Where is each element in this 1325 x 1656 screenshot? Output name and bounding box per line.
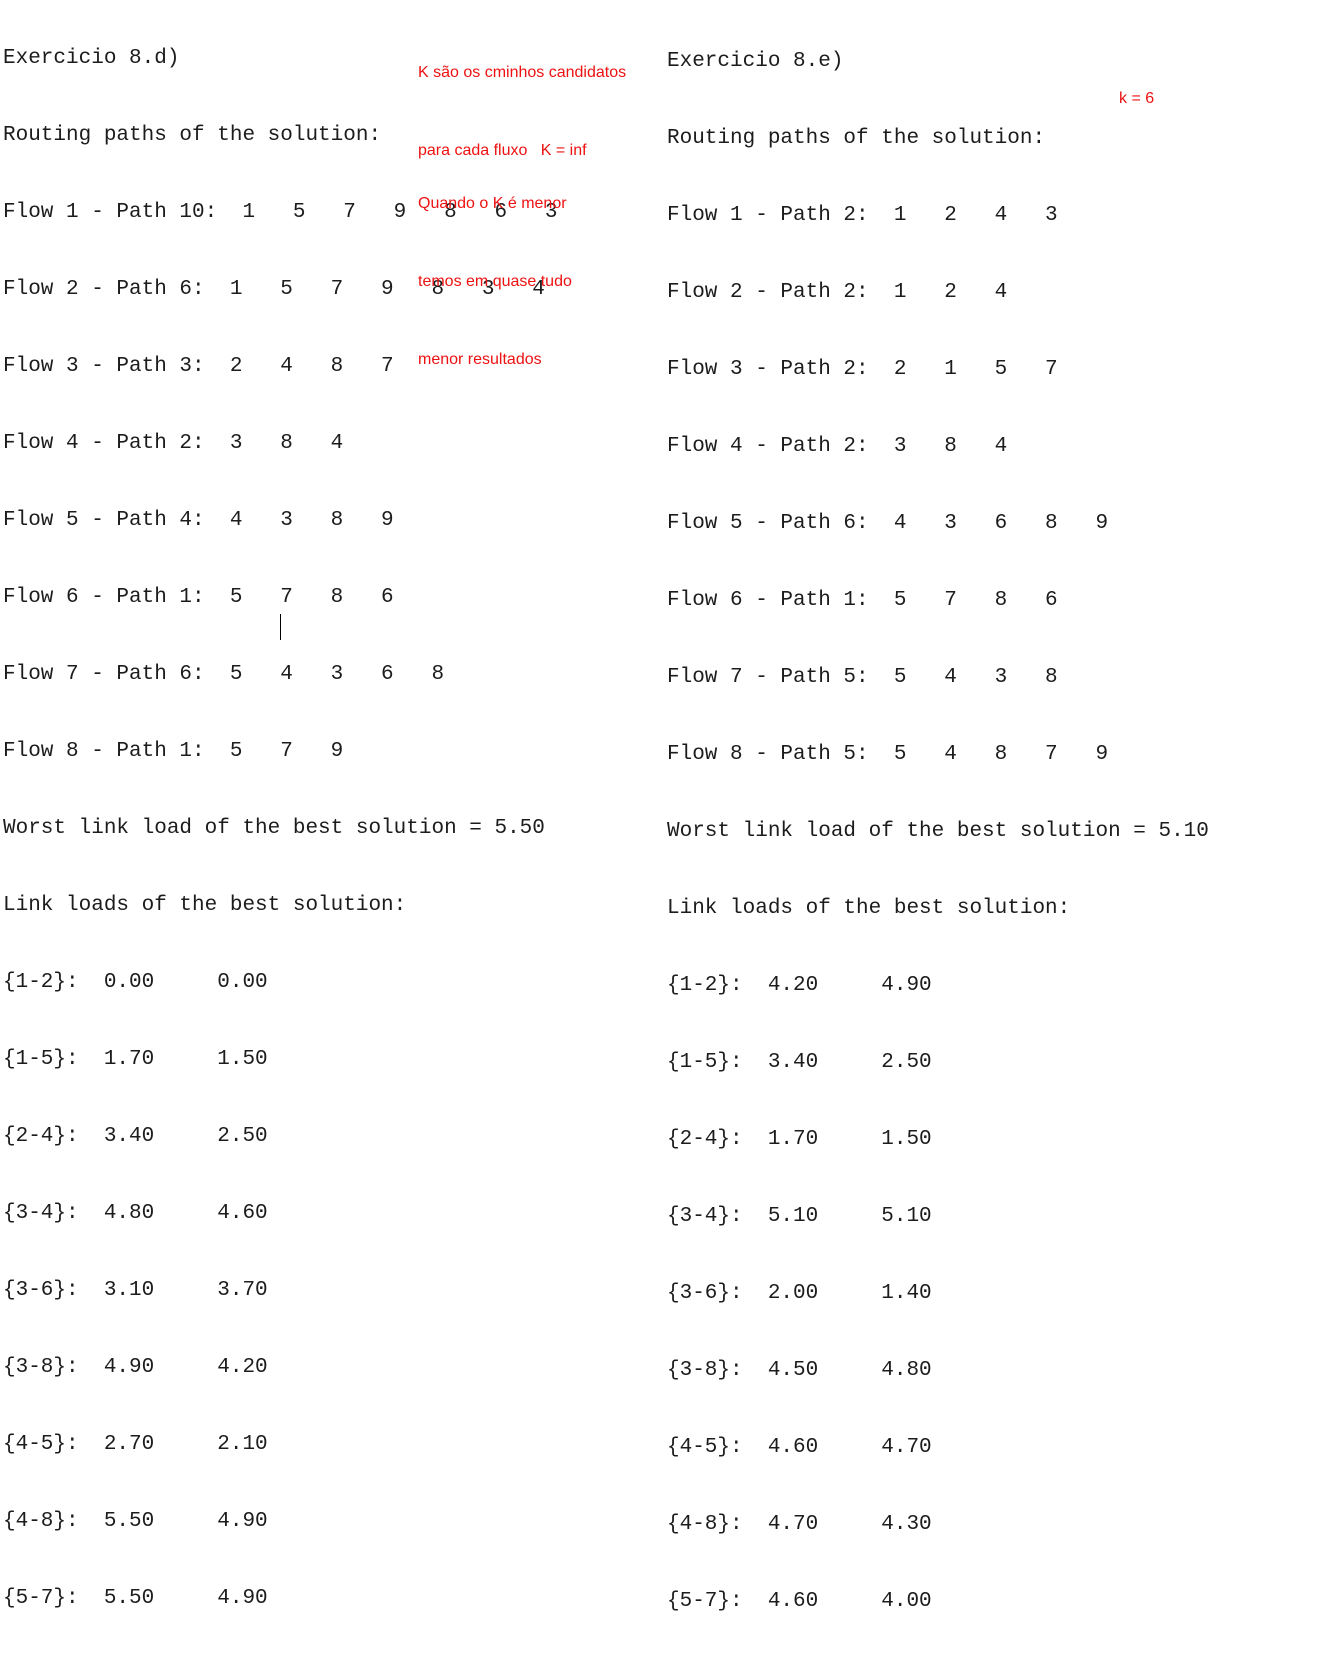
link-load-row: {1-2}: 0.00 0.00 (3, 971, 268, 994)
link-load-row: {1-5}: 3.40 2.50 (667, 1051, 932, 1074)
flow-line: Flow 8 - Path 1: 5 7 9 (3, 740, 344, 763)
flow-line: Flow 7 - Path 6: 5 4 3 6 8 (3, 663, 445, 686)
link-load-row: {5-7}: 5.50 4.90 (3, 1587, 268, 1610)
annotation-k-smaller: Quando o K é menor temos em quase tudo m… (418, 139, 572, 399)
flow-line: Flow 4 - Path 2: 3 8 4 (3, 432, 344, 455)
annotation-line: para cada fluxo K = inf (418, 142, 587, 159)
flow-line: Flow 6 - Path 1: 5 7 8 6 (667, 589, 1058, 612)
flow-line: Flow 4 - Path 2: 3 8 4 (667, 435, 1008, 458)
flow-line: Flow 7 - Path 5: 5 4 3 8 (667, 666, 1058, 689)
annotation-line: k = 6 (1119, 90, 1155, 107)
text-cursor (280, 614, 281, 640)
routing-paths-title: Routing paths of the solution: (667, 127, 1046, 150)
link-load-row: {2-4}: 3.40 2.50 (3, 1125, 268, 1148)
worst-link-load: Worst link load of the best solution = 5… (667, 820, 1209, 843)
link-load-row: {1-5}: 1.70 1.50 (3, 1048, 268, 1071)
annotation-line: K são os cminhos candidatos (418, 64, 627, 81)
link-load-row: {1-2}: 4.20 4.90 (667, 974, 932, 997)
annotation-line: Quando o K é menor (418, 195, 567, 212)
link-load-row: {3-6}: 2.00 1.40 (667, 1282, 932, 1305)
flow-line: Flow 2 - Path 2: 1 2 4 (667, 281, 1008, 304)
link-load-row: {4-5}: 4.60 4.70 (667, 1436, 932, 1459)
link-load-row: {3-6}: 3.10 3.70 (3, 1279, 268, 1302)
flow-line: Flow 3 - Path 3: 2 4 8 7 (3, 355, 394, 378)
flow-line: Flow 2 - Path 6: 1 5 7 9 8 3 4 (3, 278, 545, 301)
link-load-row: {3-8}: 4.50 4.80 (667, 1359, 932, 1382)
annotation-line: menor resultados (418, 351, 542, 368)
link-load-row: {4-8}: 5.50 4.90 (3, 1510, 268, 1533)
flow-line: Flow 5 - Path 4: 4 3 8 9 (3, 509, 394, 532)
output-panel-8e: Exercicio 8.e) Routing paths of the solu… (667, 0, 1247, 1656)
link-load-row: {5-7}: 4.60 4.00 (667, 1590, 932, 1613)
worst-link-load: Worst link load of the best solution = 5… (3, 817, 545, 840)
flow-line: Flow 8 - Path 5: 5 4 8 7 9 (667, 743, 1109, 766)
annotation-k-six: k = 6 (1119, 34, 1154, 138)
link-load-row: {3-4}: 5.10 5.10 (667, 1205, 932, 1228)
link-load-row: {2-4}: 1.70 1.50 (667, 1128, 932, 1151)
link-loads-title: Link loads of the best solution: (3, 894, 407, 917)
routing-paths-title: Routing paths of the solution: (3, 124, 382, 147)
flow-line: Flow 1 - Path 2: 1 2 4 3 (667, 204, 1058, 227)
link-loads-title: Link loads of the best solution: (667, 897, 1071, 920)
link-load-row: {4-5}: 2.70 2.10 (3, 1433, 268, 1456)
exercise-heading: Exercicio 8.d) (3, 47, 180, 70)
annotation-line: temos em quase tudo (418, 273, 572, 290)
link-load-row: {3-4}: 4.80 4.60 (3, 1202, 268, 1225)
link-load-row: {4-8}: 4.70 4.30 (667, 1513, 932, 1536)
exercise-heading: Exercicio 8.e) (667, 50, 844, 73)
flow-line: Flow 5 - Path 6: 4 3 6 8 9 (667, 512, 1109, 535)
link-load-row: {3-8}: 4.90 4.20 (3, 1356, 268, 1379)
flow-line: Flow 6 - Path 1: 5 7 8 6 (3, 586, 394, 609)
flow-line: Flow 1 - Path 10: 1 5 7 9 8 6 3 (3, 201, 558, 224)
annotation-k-candidates: K são os cminhos candidatos para cada fl… (418, 8, 626, 190)
flow-line: Flow 3 - Path 2: 2 1 5 7 (667, 358, 1058, 381)
